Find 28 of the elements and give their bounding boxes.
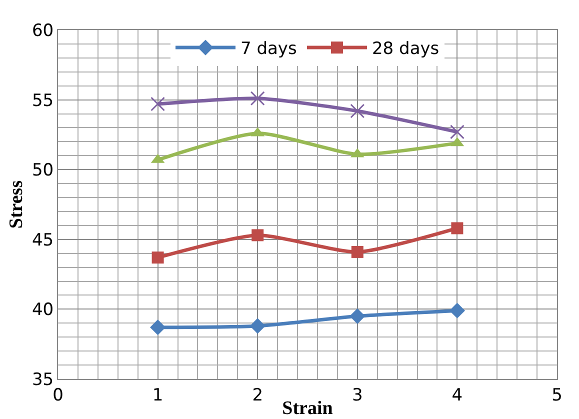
point: [451, 222, 464, 234]
y-axis-title: Stress: [6, 180, 27, 229]
point: [450, 124, 464, 140]
point: [150, 96, 166, 112]
y-tick-label: 40: [32, 300, 54, 320]
y-tick-label: 60: [32, 20, 54, 41]
point: [350, 308, 366, 324]
legend-label: 7 days: [240, 39, 297, 60]
point: [252, 229, 264, 242]
point: [152, 252, 164, 264]
x-axis-title: Strain: [282, 398, 334, 419]
point: [350, 104, 365, 118]
y-tick-label: 50: [32, 160, 54, 181]
x-tick-label: 1: [152, 385, 164, 406]
x-tick-label: 5: [552, 385, 562, 406]
point: [449, 302, 465, 318]
x-tick-label: 3: [352, 385, 363, 406]
x-tick-label: 4: [452, 385, 463, 406]
point: [351, 246, 364, 258]
point: [150, 320, 166, 336]
y-tick-label: 35: [32, 370, 54, 390]
x-tick-label: 2: [252, 385, 264, 406]
point: [250, 91, 265, 106]
y-tick-label: 55: [32, 90, 54, 111]
point: [250, 318, 266, 334]
legend-label: 28 days: [372, 39, 440, 60]
x-tick-label: 0: [52, 385, 64, 406]
y-tick-label: 45: [32, 230, 54, 250]
